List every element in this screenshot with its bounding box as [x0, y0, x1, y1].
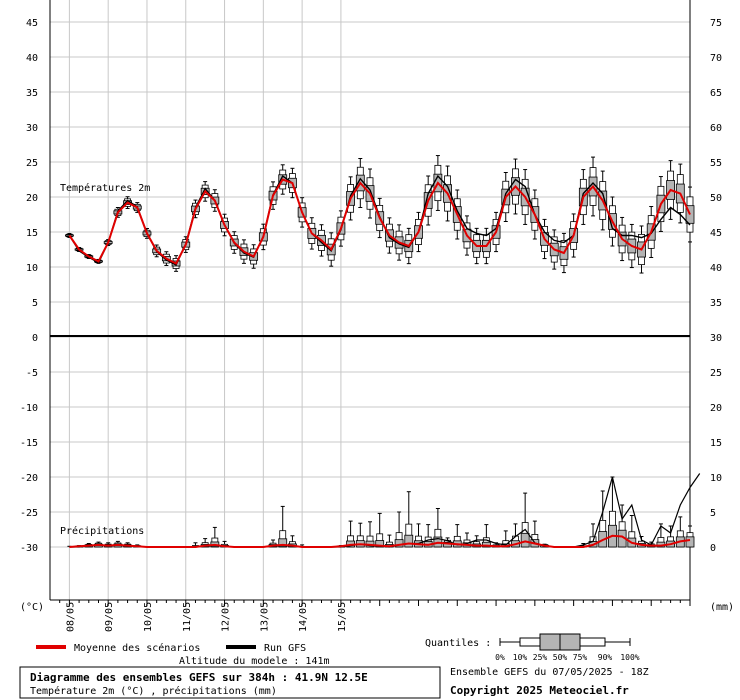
precip-box-25-75 — [375, 540, 385, 548]
date-axis-labels: 08/05 09/05 10/05 11/05 12/05 13/05 14/05 15/05 — [59, 600, 691, 632]
right-unit-label: (mm) — [710, 602, 734, 613]
precip-box-25-75 — [278, 538, 288, 548]
left-tick-label: -20 — [20, 473, 38, 484]
quantile-tick-label: 25% — [533, 653, 548, 662]
precip-box — [617, 504, 627, 548]
left-tick-label: -30 — [20, 543, 38, 554]
precip-box-25-75 — [404, 534, 414, 548]
right-temp-tick-label: 65 — [710, 88, 722, 99]
precip-box-25-75 — [685, 536, 695, 548]
date-tick-label: 14/05 — [298, 602, 309, 632]
left-tick-label: 10 — [26, 263, 38, 274]
quantiles-label: Quantiles : — [425, 638, 491, 649]
precip-box — [346, 520, 356, 548]
precip-box — [404, 491, 414, 548]
legend-run-label: Run GFS — [264, 643, 306, 654]
quantile-box-sample — [499, 633, 631, 651]
copyright: Copyright 2025 Meteociel.fr — [450, 684, 629, 697]
left-tick-label: 35 — [26, 88, 38, 99]
right-temp-tick-label: 45 — [710, 228, 722, 239]
left-tick-label: 5 — [32, 298, 38, 309]
precip-box — [433, 508, 443, 548]
precip-box — [394, 511, 404, 548]
precip-box — [375, 512, 385, 548]
right-temp-tick-label: 55 — [710, 158, 722, 169]
quantile-tick-label: 75% — [573, 653, 588, 662]
date-tick-label: 12/05 — [221, 602, 232, 632]
left-tick-label: 0 — [32, 333, 38, 344]
precip-box — [520, 492, 530, 548]
right-temp-tick-label: 40 — [710, 263, 722, 274]
legend: Moyenne des scénarios Run GFS Altitude d… — [36, 633, 640, 667]
legend-mean-label: Moyenne des scénarios — [74, 642, 200, 654]
right-precip-tick-label: 10 — [710, 473, 722, 484]
temp-mean-line — [68, 178, 691, 265]
temperature-quantile-boxes — [64, 155, 695, 274]
left-tick-label: -15 — [20, 438, 38, 449]
precipitation-lines — [69, 473, 701, 548]
right-temp-tick-label: 50 — [710, 193, 722, 204]
plot-frame — [49, 0, 691, 601]
quantile-tick-labels: 0% 10% 25% 50% 75% 90% 100% — [495, 653, 640, 662]
right-temp-tick-label: 60 — [710, 123, 722, 134]
right-precip-tick-label: 25 — [710, 368, 722, 379]
quantile-tick-label: 0% — [495, 653, 505, 662]
left-tick-label: 20 — [26, 193, 38, 204]
left-tick-label: -25 — [20, 508, 38, 519]
right-precip-tick-label: 5 — [710, 508, 716, 519]
precipitation-panel-label: Précipitations — [60, 525, 144, 537]
precip-mean-line — [69, 534, 691, 548]
quantile-tick-label: 90% — [598, 653, 613, 662]
right-precip-tick-label: 20 — [710, 403, 722, 414]
grid-lines — [50, 0, 690, 600]
date-tick-label: 11/05 — [182, 602, 193, 632]
precip-box-25-75 — [520, 532, 530, 548]
quantile-tick-label: 100% — [620, 653, 639, 662]
temperature-panel-label: Températures 2m — [60, 182, 150, 194]
temperature-lines — [68, 174, 691, 266]
title-box: Diagramme des ensembles GEFS sur 384h : … — [19, 666, 441, 699]
ensemble-info: Ensemble GEFS du 07/05/2025 - 18Z — [450, 667, 649, 678]
date-tick-label: 08/05 — [65, 602, 76, 632]
left-axis-ticks: 45 40 35 30 25 20 15 10 5 0 -5 -10 -15 -20 -25 -30 — [20, 18, 38, 554]
altitude-label: Altitude du modele : 141m — [179, 656, 330, 667]
date-tick-label: 10/05 — [143, 602, 154, 632]
left-unit-label: (°C) — [20, 602, 44, 613]
quantile-tick-label: 10% — [513, 653, 528, 662]
left-tick-label: 15 — [26, 228, 38, 239]
chart-subtitle: Température 2m (°C) , précipitations (mm… — [30, 685, 277, 697]
quantile-tick-label: 50% — [553, 653, 568, 662]
left-tick-label: 40 — [26, 53, 38, 64]
date-tick-label: 15/05 — [337, 602, 348, 632]
precip-box — [278, 505, 288, 548]
right-temp-tick-label: 35 — [710, 298, 722, 309]
left-tick-label: 25 — [26, 158, 38, 169]
right-precip-tick-label: 0 — [710, 543, 716, 554]
precip-box — [481, 524, 491, 548]
left-tick-label: 45 — [26, 18, 38, 29]
date-tick-label: 13/05 — [259, 602, 270, 632]
precip-box — [365, 521, 375, 548]
right-precip-tick-label: 15 — [710, 438, 722, 449]
right-temp-tick-label: 30 — [710, 333, 722, 344]
precip-box — [685, 525, 695, 548]
left-tick-label: -10 — [20, 403, 38, 414]
chart-title: Diagramme des ensembles GEFS sur 384h : … — [30, 671, 368, 684]
left-tick-label: 30 — [26, 123, 38, 134]
right-temp-tick-label: 75 — [710, 18, 722, 29]
right-temp-tick-label: 70 — [710, 53, 722, 64]
date-tick-label: 09/05 — [104, 602, 115, 632]
left-tick-label: -5 — [26, 368, 38, 379]
